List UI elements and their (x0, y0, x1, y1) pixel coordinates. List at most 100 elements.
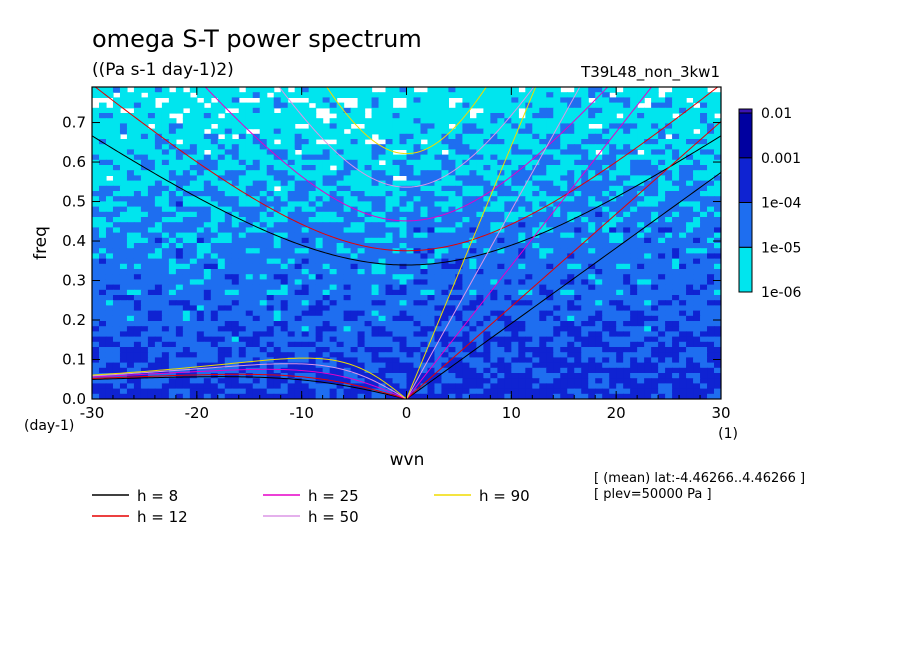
spectrum-cell (462, 154, 470, 161)
spectrum-cell (686, 305, 694, 312)
spectrum-cell (693, 149, 701, 156)
spectrum-cell (616, 180, 624, 187)
spectrum-cell (92, 191, 100, 197)
spectrum-cell (385, 118, 394, 124)
spectrum-cell (476, 113, 484, 119)
spectrum-cell (364, 352, 373, 358)
spectrum-cell (420, 289, 429, 296)
spectrum-cell (350, 336, 359, 343)
spectrum-cell (658, 284, 666, 291)
spectrum-cell (112, 269, 121, 275)
spectrum-cell (518, 191, 526, 197)
spectrum-cell (140, 144, 149, 150)
spectrum-cell (406, 154, 415, 161)
spectrum-cell (700, 87, 708, 93)
spectrum-cell (357, 315, 366, 322)
spectrum-cell (98, 196, 107, 202)
spectrum-cell (469, 341, 477, 348)
spectrum-cell (350, 258, 359, 265)
spectrum-cell (280, 118, 289, 124)
spectrum-cell (308, 170, 317, 176)
spectrum-cell (231, 149, 240, 156)
spectrum-cell (504, 367, 512, 374)
spectrum-cell (651, 139, 659, 145)
spectrum-cell (581, 191, 589, 197)
spectrum-cell (574, 154, 582, 161)
spectrum-cell (574, 113, 582, 119)
spectrum-cell (322, 347, 331, 353)
spectrum-cell (658, 128, 666, 135)
spectrum-cell (497, 357, 505, 364)
spectrum-cell (92, 227, 100, 234)
spectrum-cell (693, 217, 701, 223)
spectrum-cell (441, 87, 450, 93)
spectrum-cell (147, 279, 156, 286)
spectrum-cell (266, 357, 275, 364)
spectrum-cell (427, 113, 436, 119)
spectrum-cell (462, 113, 470, 119)
spectrum-cell (196, 258, 205, 265)
spectrum-cell (679, 102, 687, 109)
spectrum-cell (294, 321, 303, 327)
spectrum-cell (469, 243, 477, 249)
spectrum-cell (112, 279, 121, 286)
spectrum-cell (707, 128, 715, 135)
spectrum-cell (700, 201, 708, 208)
spectrum-cell (700, 217, 708, 223)
spectrum-cell (644, 326, 652, 332)
spectrum-cell (406, 144, 415, 150)
spectrum-cell (315, 305, 324, 312)
spectrum-cell (455, 211, 464, 218)
spectrum-cell (476, 248, 484, 254)
spectrum-cell (329, 128, 338, 135)
spectrum-cell (539, 92, 547, 98)
spectrum-cell (714, 243, 721, 249)
spectrum-cell (196, 284, 205, 291)
spectrum-cell (609, 305, 617, 312)
spectrum-cell (434, 310, 443, 317)
spectrum-cell (714, 310, 721, 317)
spectrum-cell (210, 347, 219, 353)
spectrum-cell (469, 206, 477, 213)
spectrum-cell (210, 102, 219, 109)
spectrum-cell (315, 196, 324, 202)
spectrum-cell (658, 362, 666, 369)
spectrum-cell (651, 315, 659, 322)
spectrum-cell (217, 185, 226, 192)
spectrum-cell (126, 315, 135, 322)
spectrum-cell (497, 170, 505, 176)
spectrum-cell (329, 274, 338, 280)
spectrum-cell (294, 102, 303, 109)
spectrum-cell (385, 321, 394, 327)
spectrum-cell (714, 128, 721, 135)
spectrum-cell (168, 253, 177, 260)
spectrum-cell (336, 201, 345, 208)
spectrum-cell (560, 237, 568, 244)
spectrum-cell (497, 321, 505, 327)
spectrum-cell (161, 87, 170, 93)
spectrum-cell (483, 248, 491, 254)
spectrum-cell (133, 206, 142, 213)
spectrum-cell (588, 326, 596, 332)
spectrum-cell (322, 373, 331, 379)
spectrum-cell (441, 154, 450, 161)
spectrum-cell (637, 196, 645, 202)
spectrum-cell (343, 341, 352, 348)
spectrum-cell (469, 378, 477, 384)
spectrum-cell (322, 149, 331, 156)
spectrum-cell (637, 154, 645, 161)
spectrum-cell (336, 87, 345, 93)
spectrum-cell (217, 326, 226, 332)
spectrum-cell (231, 102, 240, 109)
spectrum-cell (119, 243, 128, 249)
spectrum-cell (637, 341, 645, 348)
spectrum-cell (602, 185, 610, 192)
spectrum-cell (217, 222, 226, 228)
spectrum-cell (483, 180, 491, 187)
spectrum-cell (441, 113, 450, 119)
spectrum-cell (329, 373, 338, 379)
spectrum-cell (245, 102, 254, 109)
spectrum-cell (168, 315, 177, 322)
spectrum-cell (567, 175, 575, 182)
spectrum-cell (483, 232, 491, 239)
